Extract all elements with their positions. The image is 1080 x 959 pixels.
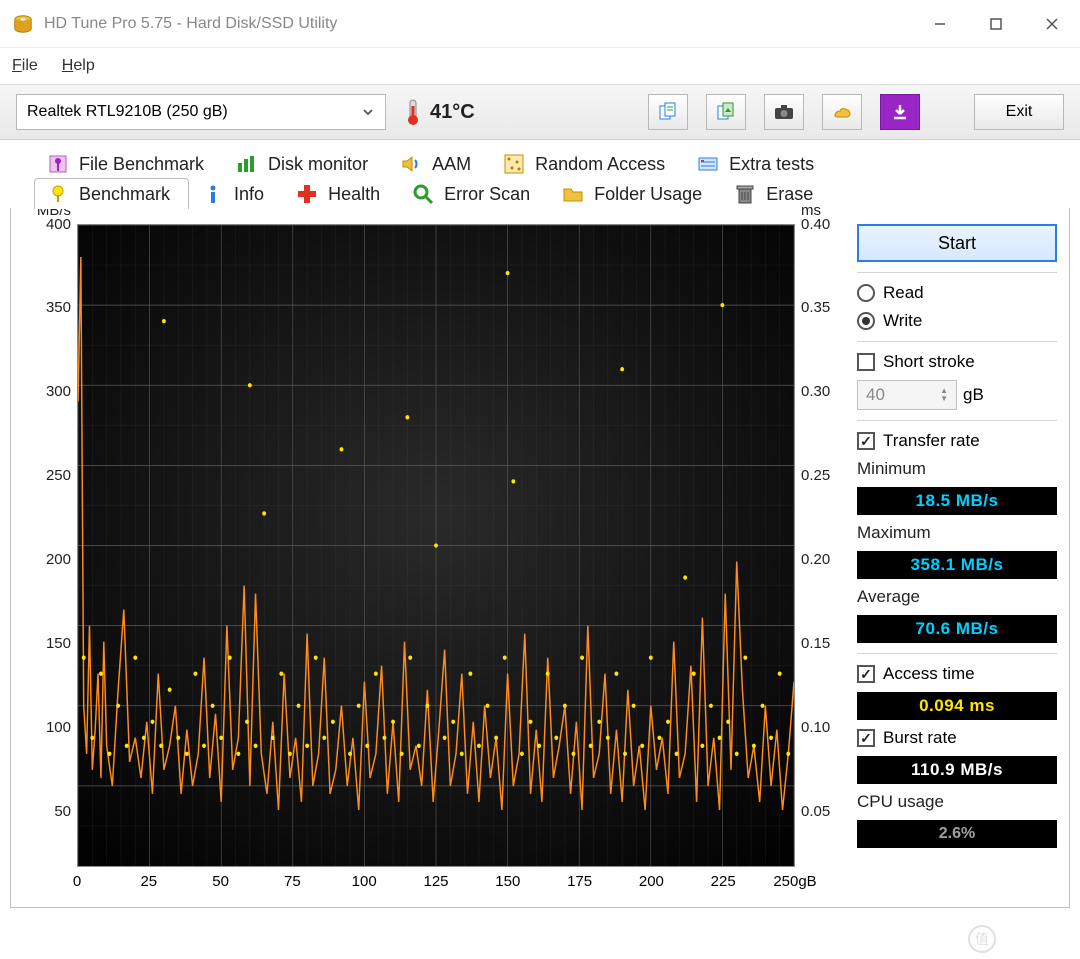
- radio-write[interactable]: Write: [857, 311, 1057, 331]
- checkbox-icon: [857, 353, 875, 371]
- exit-button[interactable]: Exit: [974, 94, 1064, 130]
- value-cpu-usage: 2.6%: [857, 820, 1057, 848]
- device-select[interactable]: Realtek RTL9210B (250 gB): [16, 94, 386, 130]
- tab-health[interactable]: Health: [283, 178, 399, 209]
- copy-screenshot-button[interactable]: [706, 94, 746, 130]
- chart-plot: [77, 224, 795, 867]
- temperature-display: 41°C: [404, 98, 475, 126]
- menu-help[interactable]: Help: [62, 57, 95, 75]
- short-stroke-input[interactable]: 40▲▼: [857, 380, 957, 410]
- tabs-bottom: Benchmark Info Health Error Scan Folder …: [10, 178, 1070, 209]
- label-maximum: Maximum: [857, 523, 1057, 543]
- content-area: File Benchmark Disk monitor AAM Random A…: [0, 140, 1080, 908]
- sidebar: Start Read Write Short stroke 40▲▼ gB Tr…: [857, 224, 1057, 895]
- device-select-value: Realtek RTL9210B (250 gB): [27, 103, 228, 121]
- tab-extra-tests[interactable]: Extra tests: [684, 148, 833, 179]
- checkbox-icon: [857, 665, 875, 683]
- y-left-axis: MB/s 40035030025020015010050: [23, 224, 77, 895]
- tab-folder-usage[interactable]: Folder Usage: [549, 178, 721, 209]
- benchmark-panel: MB/s 40035030025020015010050 02550751001…: [10, 208, 1070, 908]
- save-button[interactable]: [822, 94, 862, 130]
- checkbox-burst-rate[interactable]: Burst rate: [857, 728, 1057, 748]
- chevron-down-icon: [361, 105, 375, 119]
- menubar: File Help: [0, 48, 1080, 84]
- radio-read[interactable]: Read: [857, 283, 1057, 303]
- checkbox-transfer-rate[interactable]: Transfer rate: [857, 431, 1057, 451]
- tab-benchmark[interactable]: Benchmark: [34, 178, 189, 209]
- x-axis: 0255075100125150175200225250gB: [77, 867, 795, 895]
- maximize-button[interactable]: [968, 0, 1024, 47]
- tab-random-access[interactable]: Random Access: [490, 148, 684, 179]
- tab-disk-monitor[interactable]: Disk monitor: [223, 148, 387, 179]
- window-buttons: [912, 0, 1080, 47]
- tab-aam[interactable]: AAM: [387, 148, 490, 179]
- radio-icon: [857, 312, 875, 330]
- checkbox-icon: [857, 432, 875, 450]
- menu-file[interactable]: File: [12, 57, 38, 75]
- value-access-time: 0.094 ms: [857, 692, 1057, 720]
- start-button[interactable]: Start: [857, 224, 1057, 262]
- app-icon: [12, 13, 34, 35]
- checkbox-short-stroke[interactable]: Short stroke: [857, 352, 1057, 372]
- y-right-axis: ms 0.400.350.300.250.200.150.100.05: [795, 224, 845, 895]
- value-minimum: 18.5 MB/s: [857, 487, 1057, 515]
- value-maximum: 358.1 MB/s: [857, 551, 1057, 579]
- temperature-value: 41°C: [430, 101, 475, 124]
- window-title: HD Tune Pro 5.75 - Hard Disk/SSD Utility: [44, 15, 912, 33]
- minimize-button[interactable]: [912, 0, 968, 47]
- watermark: 值 什么值得买: [968, 925, 1072, 953]
- copy-info-button[interactable]: [648, 94, 688, 130]
- tab-info[interactable]: Info: [189, 178, 283, 209]
- checkbox-icon: [857, 729, 875, 747]
- radio-icon: [857, 284, 875, 302]
- toolbar: Realtek RTL9210B (250 gB) 41°C Exit: [0, 84, 1080, 140]
- screenshot-button[interactable]: [764, 94, 804, 130]
- options-button[interactable]: [880, 94, 920, 130]
- label-average: Average: [857, 587, 1057, 607]
- value-average: 70.6 MB/s: [857, 615, 1057, 643]
- watermark-icon: 值: [968, 925, 996, 953]
- value-burst-rate: 110.9 MB/s: [857, 756, 1057, 784]
- tabs-top: File Benchmark Disk monitor AAM Random A…: [10, 148, 1070, 179]
- tab-error-scan[interactable]: Error Scan: [399, 178, 549, 209]
- titlebar: HD Tune Pro 5.75 - Hard Disk/SSD Utility: [0, 0, 1080, 48]
- label-minimum: Minimum: [857, 459, 1057, 479]
- chart-area: MB/s 40035030025020015010050 02550751001…: [23, 224, 845, 895]
- checkbox-access-time[interactable]: Access time: [857, 664, 1057, 684]
- tab-file-benchmark[interactable]: File Benchmark: [34, 148, 223, 179]
- label-cpu-usage: CPU usage: [857, 792, 1057, 812]
- thermometer-icon: [404, 98, 422, 126]
- spinner-icon: ▲▼: [940, 387, 948, 403]
- close-button[interactable]: [1024, 0, 1080, 47]
